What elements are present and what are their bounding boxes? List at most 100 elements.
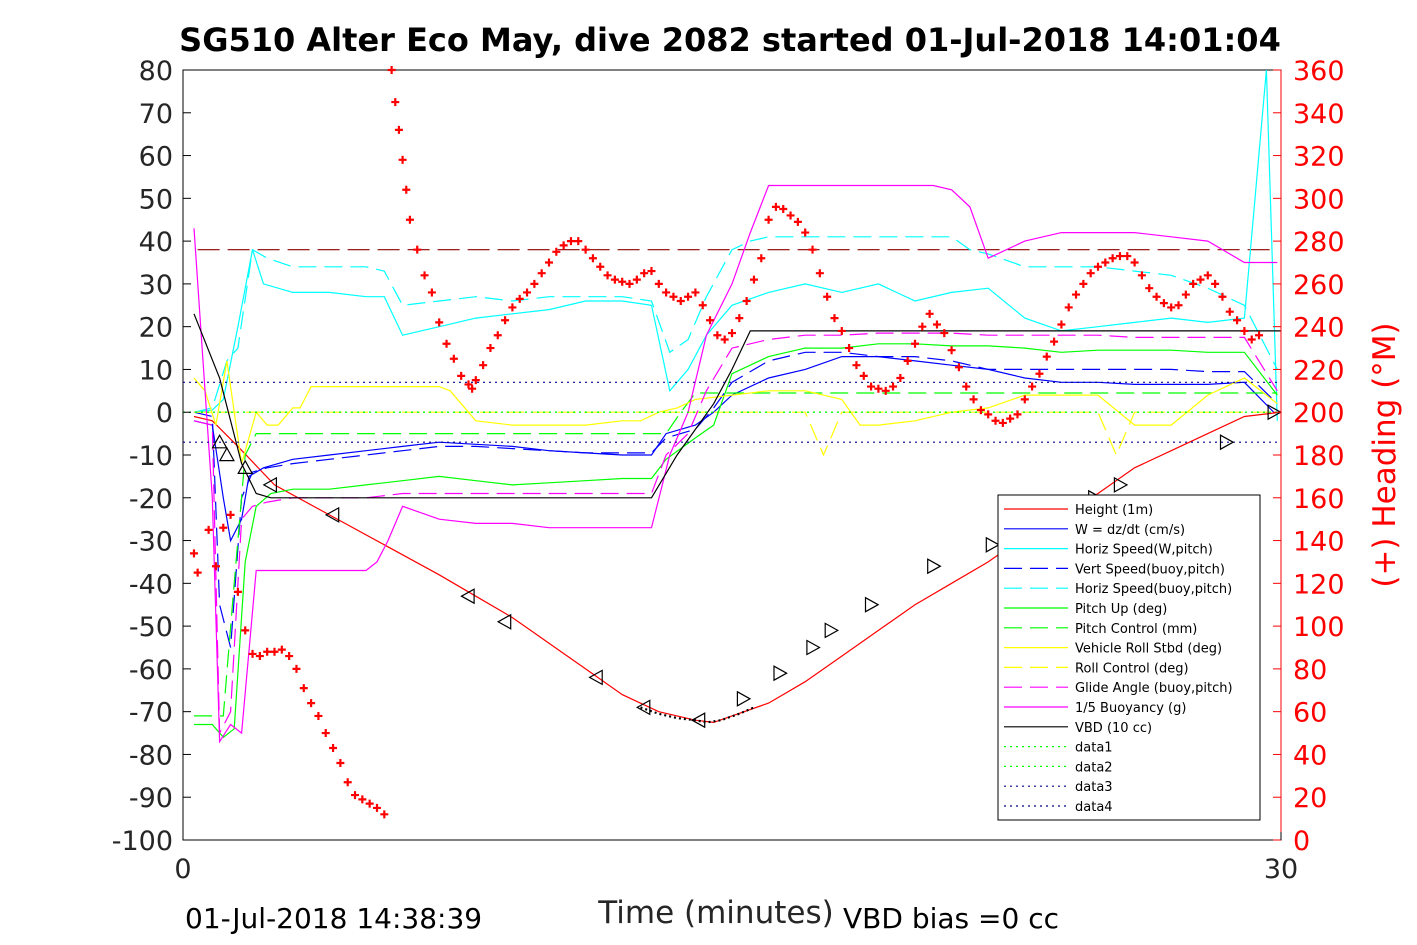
y2-tick-label: 140 [1293, 527, 1345, 558]
heading-point [728, 329, 736, 338]
heading-point [1035, 369, 1044, 378]
depth-marker [218, 446, 235, 462]
heading-point [801, 228, 810, 237]
heading-point [676, 297, 685, 305]
x-axis: 0 30 [174, 832, 1298, 885]
heading-point [523, 288, 532, 297]
heading-point [925, 309, 934, 318]
legend-label-13: data2 [1075, 760, 1113, 775]
heading-point [365, 799, 374, 808]
heading-point [394, 125, 403, 134]
heading-point [998, 418, 1007, 427]
footer-vbd-bias: VBD bias =0 cc [843, 902, 1059, 935]
heading-point [976, 406, 985, 415]
y2-tick-label: 300 [1293, 184, 1345, 215]
heading-point [464, 380, 473, 389]
heading-point [277, 645, 286, 654]
heading-point [596, 262, 605, 271]
y-tick-label: 20 [139, 313, 173, 344]
heading-point [1079, 279, 1088, 288]
legend-label-6: Pitch Control (mm) [1075, 622, 1197, 637]
heading-point [749, 275, 758, 284]
depth-marker [1219, 434, 1235, 451]
heading-point [343, 778, 352, 787]
depth-marker [736, 690, 752, 707]
depth-marker [824, 622, 840, 639]
heading-point [501, 316, 510, 325]
heading-point [588, 254, 597, 263]
heading-point [479, 361, 488, 370]
heading-point [233, 587, 242, 596]
heading-point [603, 271, 612, 280]
legend-label-5: Pitch Up (deg) [1075, 602, 1167, 617]
heading-point [1108, 254, 1117, 263]
y-tick-label: -60 [129, 655, 173, 686]
heading-point [413, 245, 422, 254]
heading-point [1064, 303, 1073, 312]
heading-point [1159, 299, 1168, 308]
heading-point [1115, 252, 1124, 261]
heading-point [1050, 337, 1059, 346]
heading-point [1240, 326, 1249, 335]
legend-label-1: W = dz/dt (cm/s) [1075, 523, 1185, 538]
series-line-1 [193, 356, 1275, 543]
heading-point [830, 314, 839, 323]
y-tick-label: 60 [139, 142, 173, 173]
legend-label-9: Glide Angle (buoy,pitch) [1075, 681, 1233, 696]
heading-point [442, 339, 451, 348]
heading-point [808, 245, 817, 254]
heading-point [299, 684, 308, 693]
heading-point [625, 279, 634, 288]
heading-point [380, 810, 389, 819]
heading-point [329, 744, 338, 753]
depth-marker [690, 712, 706, 729]
heading-point [1006, 414, 1015, 423]
heading-point [402, 185, 411, 194]
legend-label-10: 1/5 Buoyancy (g) [1075, 701, 1186, 716]
series-line-2 [193, 69, 1278, 421]
heading-point [852, 361, 861, 370]
heading-point [896, 374, 905, 382]
heading-point [991, 416, 1000, 425]
heading-point [559, 241, 568, 250]
heading-point [537, 269, 546, 278]
heading-point [435, 318, 444, 327]
heading-point [1130, 258, 1139, 267]
heading-point [1028, 382, 1037, 391]
heading-point [911, 339, 919, 348]
y-tick-label: 30 [139, 270, 173, 301]
heading-point [398, 155, 407, 164]
legend-label-0: Height (1m) [1075, 503, 1153, 518]
heading-point [706, 316, 715, 325]
x-axis-label: Time (minutes) [597, 895, 833, 931]
y-tick-label: -40 [129, 569, 173, 600]
heading-point [1218, 292, 1227, 301]
heading-point [1101, 258, 1110, 267]
heading-point [1020, 395, 1029, 404]
heading-point [1057, 320, 1066, 329]
y2-tick-label: 40 [1293, 740, 1327, 771]
y-tick-label: -20 [129, 484, 173, 515]
heading-point [1013, 410, 1022, 419]
heading-point [321, 729, 330, 738]
heading-point [1247, 335, 1256, 344]
series-line-8 [194, 411, 1278, 457]
y2-tick-label: 120 [1293, 569, 1345, 600]
heading-point [486, 344, 495, 353]
y-tick-label: -30 [129, 527, 173, 558]
heading-point [713, 331, 722, 340]
heading-point [351, 791, 360, 800]
y-tick-label: 70 [139, 99, 173, 130]
series-line-4 [193, 236, 1278, 413]
series-line-7 [193, 360, 1278, 464]
y-tick-label: 50 [139, 184, 173, 215]
depth-marker [806, 639, 821, 656]
heading-point [248, 649, 257, 658]
y2-tick-label: 100 [1293, 612, 1345, 643]
heading-point [940, 329, 949, 338]
depth-marker [237, 459, 254, 474]
heading-point [574, 237, 583, 246]
depth-marker [496, 613, 512, 630]
y-tick-label: -90 [129, 783, 173, 814]
y2-tick-label: 200 [1293, 398, 1345, 429]
